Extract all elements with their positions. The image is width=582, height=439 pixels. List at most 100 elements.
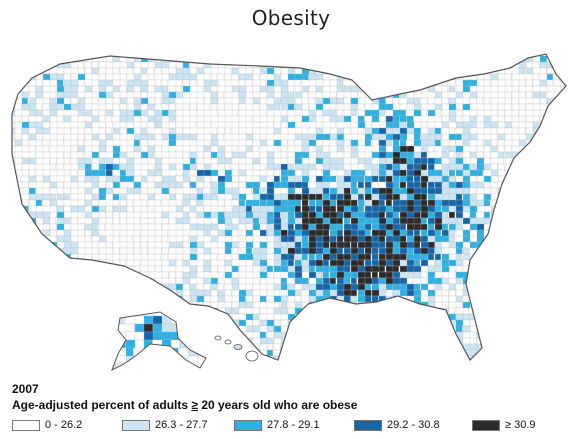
county-cell xyxy=(210,85,218,93)
county-cell xyxy=(420,337,430,345)
county-cell xyxy=(98,127,106,135)
county-cell xyxy=(560,319,566,327)
county-cell xyxy=(350,67,360,75)
county-cell xyxy=(224,247,232,255)
county-cell xyxy=(322,145,330,153)
county-cell xyxy=(105,169,113,177)
county-cell xyxy=(140,103,148,111)
county-cell xyxy=(427,73,436,81)
county-cell xyxy=(259,163,266,171)
county-cell xyxy=(189,283,196,291)
county-cell xyxy=(91,307,100,315)
county-cell xyxy=(546,133,554,141)
county-cell xyxy=(63,55,72,63)
county-cell xyxy=(152,363,162,370)
county-cell xyxy=(42,277,52,285)
county-cell xyxy=(441,223,449,231)
county-cell xyxy=(504,217,512,225)
county-cell xyxy=(357,127,364,135)
county-cell xyxy=(322,355,332,360)
county-cell xyxy=(231,193,240,201)
county-cell xyxy=(91,283,100,291)
county-cell xyxy=(315,55,322,63)
county-cell xyxy=(161,54,170,57)
county-cell xyxy=(188,331,200,341)
county-cell xyxy=(35,115,42,123)
county-cell xyxy=(42,349,51,357)
county-cell xyxy=(154,97,161,105)
county-cell xyxy=(497,265,506,273)
county-cell xyxy=(294,319,304,327)
county-cell xyxy=(35,247,44,255)
county-cell xyxy=(546,181,554,189)
county-cell xyxy=(532,289,543,297)
county-cell xyxy=(469,289,477,297)
county-cell xyxy=(553,349,563,357)
county-cell xyxy=(546,247,557,255)
county-cell xyxy=(560,109,566,117)
county-cell xyxy=(560,133,566,141)
county-cell xyxy=(308,235,317,243)
county-cell xyxy=(434,325,443,333)
county-cell xyxy=(189,319,197,327)
county-cell xyxy=(91,97,98,105)
county-cell xyxy=(392,265,399,273)
county-cell xyxy=(14,241,24,249)
county-cell xyxy=(308,54,316,57)
county-cell xyxy=(322,175,331,183)
caption-text-end: 20 years old who are obese xyxy=(201,398,358,412)
county-cell xyxy=(455,55,465,63)
county-cell xyxy=(413,145,422,153)
county-cell xyxy=(525,169,532,177)
county-cell xyxy=(294,247,302,255)
county-cell xyxy=(280,199,289,207)
county-cell xyxy=(63,127,71,135)
county-cell xyxy=(518,211,528,219)
county-cell xyxy=(539,247,549,255)
county-cell xyxy=(420,349,428,357)
county-cell xyxy=(455,103,464,111)
county-cell xyxy=(21,121,30,129)
county-cell xyxy=(252,61,260,69)
county-cell xyxy=(518,241,527,249)
county-cell xyxy=(525,181,534,189)
county-cell xyxy=(371,127,380,135)
county-cell xyxy=(203,73,211,81)
county-cell xyxy=(441,115,450,123)
county-cell xyxy=(448,169,456,177)
county-cell xyxy=(315,283,324,291)
county-cell xyxy=(427,67,436,75)
county-cell xyxy=(42,139,50,147)
county-cell xyxy=(266,163,275,171)
county-cell xyxy=(455,241,464,249)
county-cell xyxy=(125,347,134,357)
county-cell xyxy=(28,349,37,357)
county-cell xyxy=(525,223,534,231)
county-cell xyxy=(224,91,234,99)
county-cell xyxy=(147,199,156,207)
county-cell xyxy=(154,151,163,159)
county-cell xyxy=(161,253,169,261)
county-cell xyxy=(98,115,105,123)
county-cell xyxy=(448,103,457,111)
county-cell xyxy=(70,205,79,213)
county-cell xyxy=(175,277,184,285)
county-cell xyxy=(568,98,574,104)
county-cell xyxy=(483,163,491,171)
county-cell xyxy=(147,229,156,237)
county-cell xyxy=(399,319,409,327)
county-cell xyxy=(42,157,50,165)
county-cell xyxy=(371,193,381,201)
county-cell xyxy=(12,67,16,75)
county-cell xyxy=(504,343,512,351)
county-cell xyxy=(301,295,311,303)
county-cell xyxy=(21,181,29,189)
county-cell xyxy=(434,289,443,297)
county-cell xyxy=(217,325,227,333)
county-cell xyxy=(385,211,394,219)
county-cell xyxy=(364,103,373,111)
county-cell xyxy=(490,187,498,195)
county-cell xyxy=(343,223,352,231)
county-cell xyxy=(98,73,106,81)
county-cell xyxy=(280,211,289,219)
